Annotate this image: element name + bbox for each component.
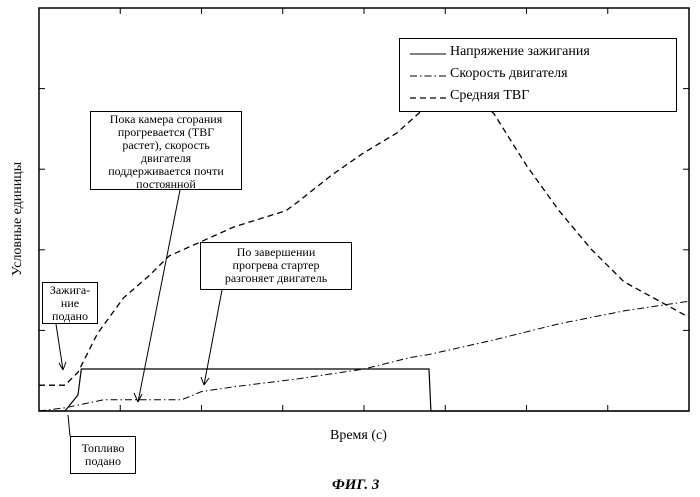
legend-swatch-dashed: [410, 91, 446, 105]
legend-label: Напряжение зажигания: [450, 44, 590, 60]
callout-ignition: Зажига- ние подано: [42, 282, 98, 324]
legend-swatch-dashdot: [410, 69, 446, 83]
x-axis-label: Время (с): [330, 428, 387, 444]
legend-item-engine-speed: Скорость двигателя: [400, 66, 676, 86]
callout-warmup: Пока камера сгорания прогревается (ТВГ р…: [90, 111, 242, 190]
callout-starter: По завершении прогрева стартер разгоняет…: [200, 242, 352, 290]
leader-starter-head-a: [201, 377, 204, 385]
legend-item-egt: Средняя ТВГ: [400, 88, 676, 108]
callout-line: постоянной: [91, 178, 241, 191]
leader-warmup: [138, 190, 180, 402]
series-line-0: [39, 369, 689, 411]
callout-line: подано: [71, 455, 135, 468]
leader-warmup-head-a: [134, 393, 138, 402]
legend-swatch-solid: [410, 47, 446, 61]
leader-ignition-head-b: [63, 362, 66, 370]
chart-legend: Напряжение зажигания Скорость двигателя …: [399, 38, 677, 112]
callout-line: подано: [43, 310, 97, 323]
legend-label: Средняя ТВГ: [450, 88, 529, 104]
legend-label: Скорость двигателя: [450, 66, 568, 82]
callout-line: разгоняет двигатель: [201, 272, 351, 285]
callout-fuel: Топливо подано: [70, 436, 136, 474]
leader-fuel: [68, 415, 70, 436]
legend-item-ignition: Напряжение зажигания: [400, 44, 676, 64]
y-axis-label: Условные единицы: [10, 162, 26, 276]
series-line-1: [39, 301, 689, 411]
leader-starter: [204, 290, 222, 385]
figure-caption: ФИГ. 3: [332, 477, 379, 494]
